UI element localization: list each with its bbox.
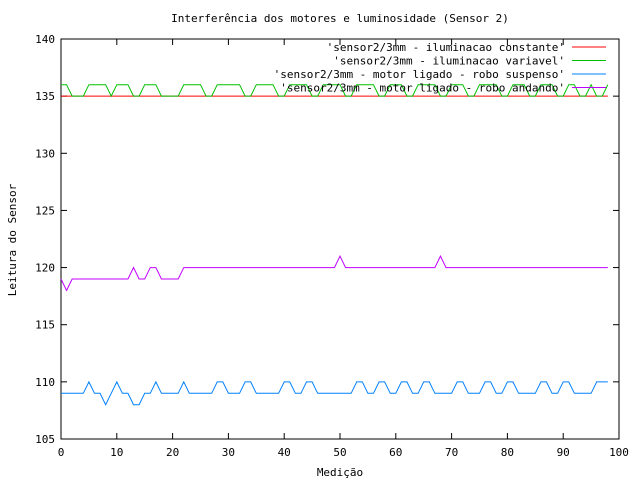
x-tick-label: 40 — [278, 446, 291, 459]
x-tick-label: 10 — [110, 446, 123, 459]
legend-label-3: 'sensor2/3mm - motor ligado - robo suspe… — [274, 68, 565, 81]
x-tick-label: 100 — [609, 446, 629, 459]
x-tick-label: 60 — [389, 446, 402, 459]
legend-label-4: 'sensor2/3mm - motor ligado - robo andan… — [280, 82, 565, 95]
x-tick-label: 50 — [333, 446, 346, 459]
x-tick-label: 20 — [166, 446, 179, 459]
x-tick-label: 90 — [557, 446, 570, 459]
y-tick-label: 120 — [35, 262, 55, 275]
x-tick-label: 0 — [58, 446, 65, 459]
y-axis-label: Leitura do Sensor — [6, 183, 19, 296]
y-tick-label: 110 — [35, 376, 55, 389]
y-tick-label: 125 — [35, 204, 55, 217]
chart-title: Interferência dos motores e luminosidade… — [171, 12, 509, 25]
legend: 'sensor2/3mm - iluminacao constante''sen… — [274, 41, 606, 95]
x-tick-label: 30 — [222, 446, 235, 459]
legend-label-1: 'sensor2/3mm - iluminacao constante' — [327, 41, 565, 54]
plot-frame — [60, 38, 620, 440]
legend-label-2: 'sensor2/3mm - iluminacao variavel' — [333, 55, 565, 68]
axis-ticks: 105 110 115 120 125 130 135 140 0 10 20 30 40 50 60 70 8… — [35, 33, 629, 459]
y-tick-label: 115 — [35, 319, 55, 332]
y-tick-label: 135 — [35, 90, 55, 103]
y-tick-label: 130 — [35, 147, 55, 160]
series-line-2 — [61, 83, 609, 98]
y-tick-label: 105 — [35, 433, 55, 446]
series-layer — [60, 83, 609, 406]
series-line-4 — [60, 255, 608, 292]
series-line-3 — [61, 380, 608, 406]
y-tick-label: 140 — [35, 33, 55, 46]
x-axis-label: Medição — [317, 466, 363, 479]
x-tick-label: 70 — [445, 446, 458, 459]
x-tick-label: 80 — [501, 446, 514, 459]
